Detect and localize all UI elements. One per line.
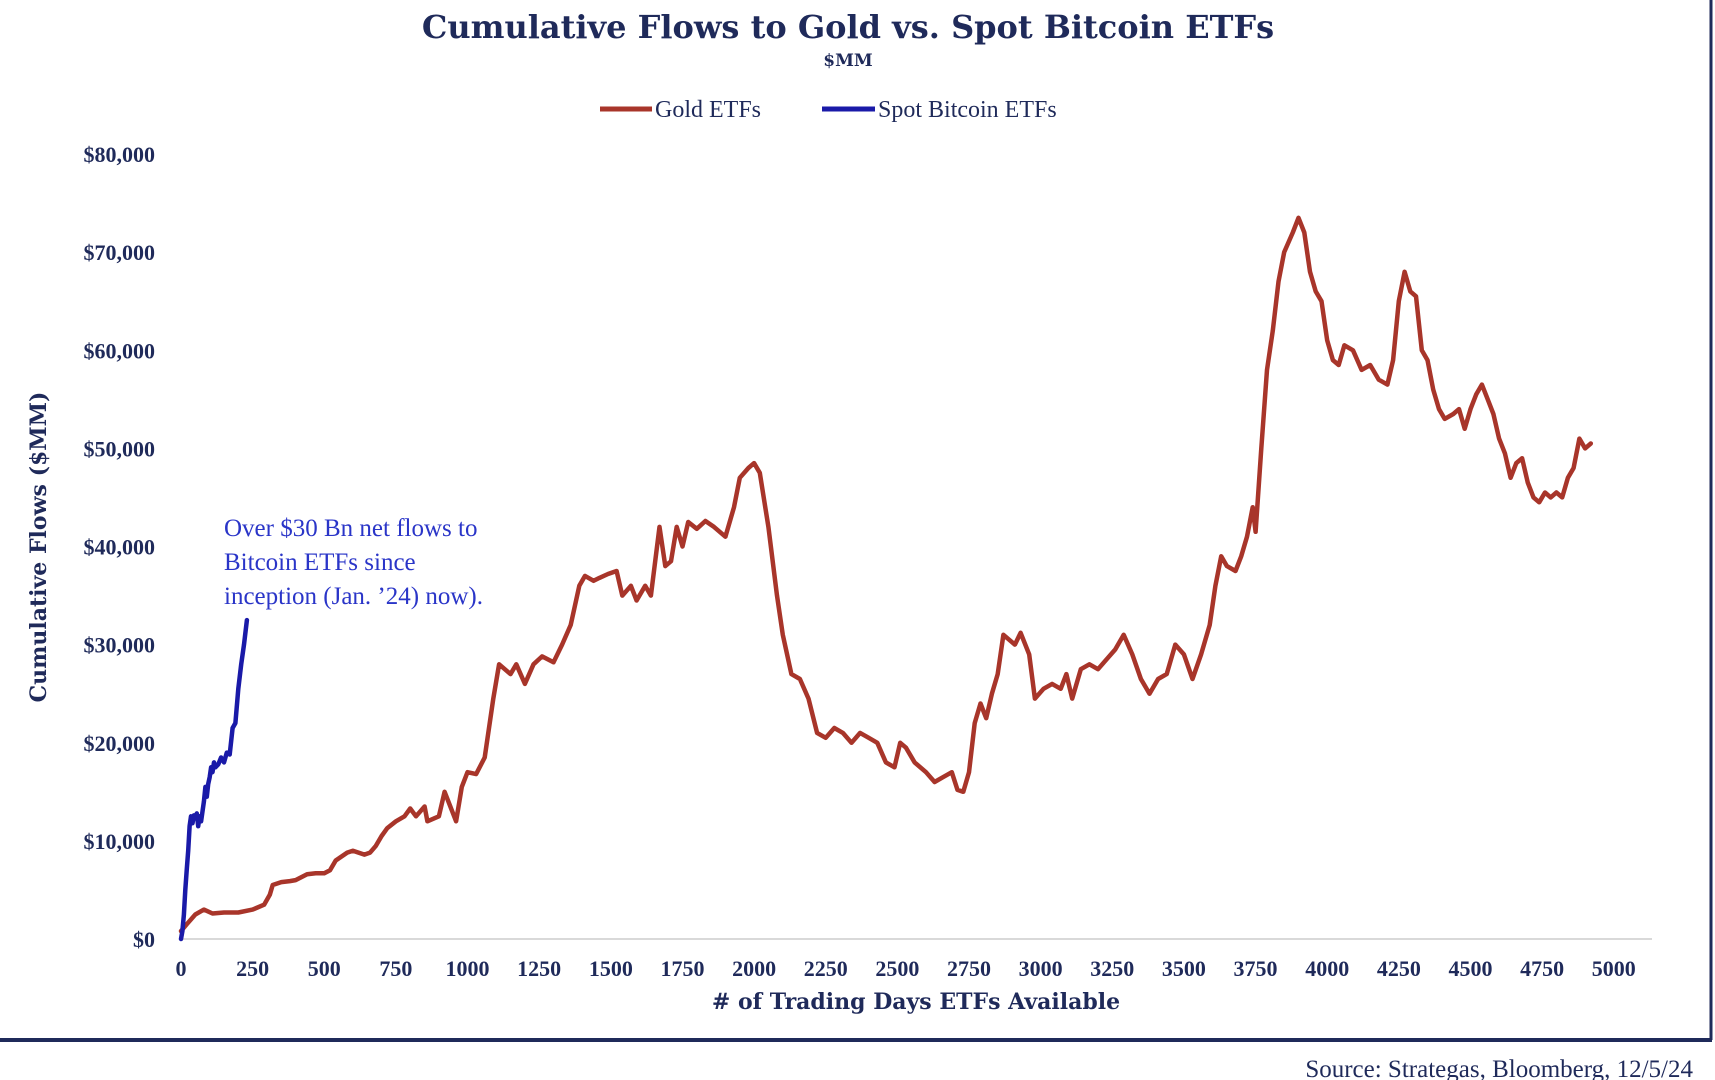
x-tick-label: 3000	[1019, 956, 1063, 981]
y-tick-label: $20,000	[84, 731, 156, 756]
x-tick-label: 1500	[589, 956, 633, 981]
x-tick-label: 2750	[947, 956, 991, 981]
x-tick-label: 3250	[1090, 956, 1134, 981]
x-tick-label: 1000	[446, 956, 490, 981]
x-tick-label: 3750	[1234, 956, 1278, 981]
x-tick-label: 2500	[875, 956, 919, 981]
y-axis-title: Cumulative Flows ($MM)	[26, 392, 52, 703]
legend: Gold ETFs Spot Bitcoin ETFs	[600, 97, 1057, 123]
y-tick-label: $30,000	[84, 633, 156, 658]
x-tick-label: 4750	[1520, 956, 1564, 981]
series-line-spot-bitcoin-etfs	[178, 617, 250, 942]
x-axis-title: # of Trading Days ETFs Available	[712, 989, 1120, 1015]
x-tick-label: 5000	[1592, 956, 1636, 981]
y-tick-label: $50,000	[84, 436, 156, 461]
y-tick-label: $70,000	[84, 240, 156, 265]
y-tick-label: $0	[133, 927, 155, 952]
x-tick-label: 4250	[1377, 956, 1421, 981]
legend-label-gold: Gold ETFs	[655, 97, 761, 123]
x-tick-label: 0	[176, 956, 187, 981]
y-tick-label: $10,000	[84, 829, 156, 854]
x-tick-label: 1750	[660, 956, 704, 981]
x-tick-label: 2000	[732, 956, 776, 981]
x-tick-label: 750	[379, 956, 412, 981]
annotation-line-3: inception (Jan. ’24) now).	[224, 583, 483, 610]
annotation: Over $30 Bn net flows to Bitcoin ETFs si…	[224, 515, 483, 610]
x-tick-label: 250	[236, 956, 269, 981]
y-tick-label: $80,000	[84, 142, 156, 167]
x-tick-label: 500	[308, 956, 341, 981]
series-line-gold-etfs	[178, 215, 1594, 934]
y-axis-ticks: $0 $10,000 $20,000 $30,000 $40,000 $50,000 $60…	[84, 142, 156, 952]
x-tick-label: 1250	[517, 956, 561, 981]
chart-title: Cumulative Flows to Gold vs. Spot Bitcoi…	[422, 8, 1274, 46]
x-axis-ticks: 0 250 500 750 1000 1250 1500 1750 2000 2250 2500 27…	[176, 956, 1636, 981]
x-tick-label: 2250	[804, 956, 848, 981]
x-tick-label: 4500	[1448, 956, 1492, 981]
chart-subtitle: $MM	[823, 51, 873, 71]
x-tick-label: 3500	[1162, 956, 1206, 981]
x-tick-label: 4000	[1305, 956, 1349, 981]
annotation-line-2: Bitcoin ETFs since	[224, 549, 416, 576]
y-tick-label: $40,000	[84, 535, 156, 560]
annotation-line-1: Over $30 Bn net flows to	[224, 515, 477, 542]
legend-label-bitcoin: Spot Bitcoin ETFs	[878, 97, 1057, 123]
series-layer	[178, 215, 1594, 942]
source-note: Source: Strategas, Bloomberg, 12/5/24	[1305, 1056, 1693, 1080]
y-tick-label: $60,000	[84, 338, 156, 363]
